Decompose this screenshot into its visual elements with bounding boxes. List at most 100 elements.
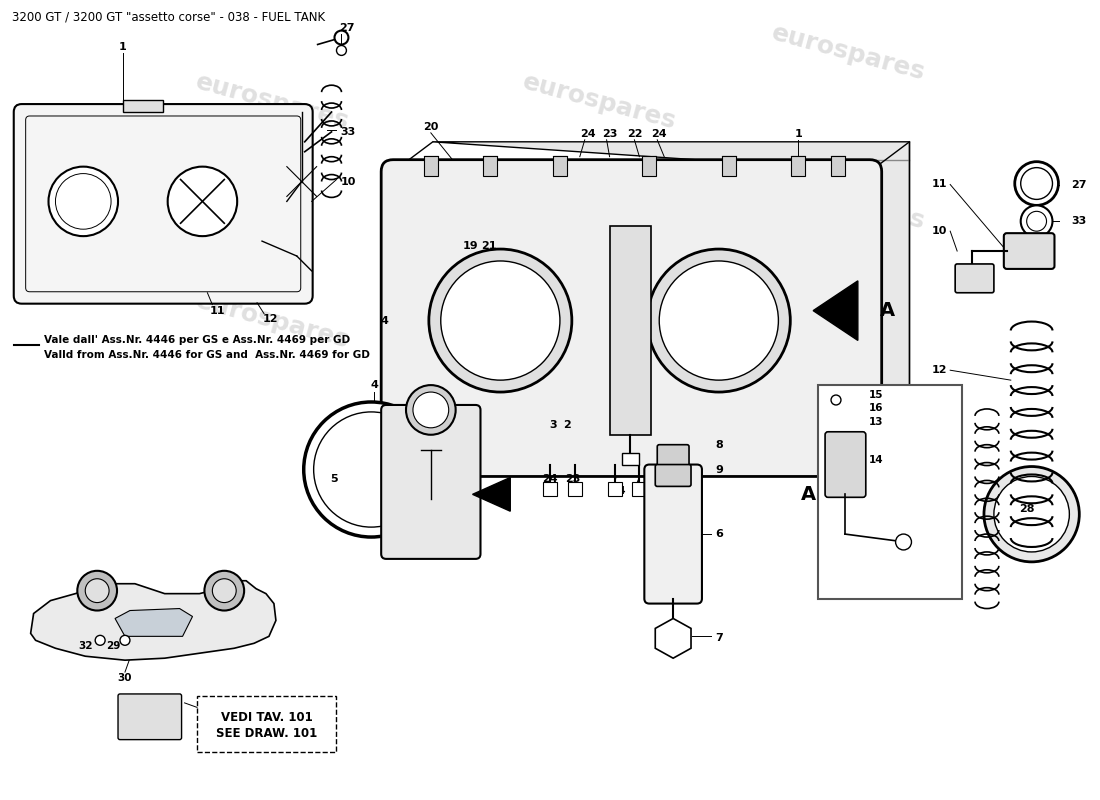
Text: 11: 11 xyxy=(932,178,947,189)
FancyBboxPatch shape xyxy=(658,445,689,466)
Text: eurospares: eurospares xyxy=(520,70,679,134)
Text: 1: 1 xyxy=(119,42,126,53)
Bar xyxy=(682,482,696,496)
Text: A: A xyxy=(880,301,895,320)
Text: 2: 2 xyxy=(563,420,571,430)
FancyBboxPatch shape xyxy=(645,465,702,603)
Text: 10: 10 xyxy=(341,177,356,186)
Text: 18: 18 xyxy=(663,271,679,281)
FancyBboxPatch shape xyxy=(118,694,182,740)
FancyBboxPatch shape xyxy=(1004,233,1055,269)
Circle shape xyxy=(120,635,130,646)
Circle shape xyxy=(86,578,109,602)
Circle shape xyxy=(659,261,779,380)
FancyBboxPatch shape xyxy=(825,432,866,498)
Text: SEE DRAW. 101: SEE DRAW. 101 xyxy=(217,727,318,740)
Circle shape xyxy=(984,466,1079,562)
FancyBboxPatch shape xyxy=(198,696,336,751)
Text: 17: 17 xyxy=(663,355,679,366)
Bar xyxy=(568,482,582,496)
Bar xyxy=(621,453,639,465)
Text: 32: 32 xyxy=(78,642,92,651)
Text: 24: 24 xyxy=(542,474,558,485)
Text: 12: 12 xyxy=(932,366,947,375)
Text: 24: 24 xyxy=(609,486,625,496)
Text: 13: 13 xyxy=(869,417,883,427)
Text: eurospares: eurospares xyxy=(192,70,352,134)
Polygon shape xyxy=(432,142,910,465)
Circle shape xyxy=(205,571,244,610)
Bar xyxy=(607,482,621,496)
Bar xyxy=(722,156,736,175)
Text: 10: 10 xyxy=(932,226,947,236)
Circle shape xyxy=(994,477,1069,552)
Bar xyxy=(818,385,962,598)
Polygon shape xyxy=(656,618,691,658)
Circle shape xyxy=(647,249,790,392)
Text: 27: 27 xyxy=(339,22,354,33)
Text: eurospares: eurospares xyxy=(192,289,352,353)
Text: 8: 8 xyxy=(715,440,723,450)
Text: 33: 33 xyxy=(1071,216,1087,226)
Circle shape xyxy=(55,174,111,229)
Bar xyxy=(484,156,497,175)
Bar xyxy=(123,100,163,112)
Circle shape xyxy=(1014,162,1058,206)
Text: 21: 21 xyxy=(481,241,496,251)
Circle shape xyxy=(429,249,572,392)
Text: 25: 25 xyxy=(631,486,647,496)
Bar xyxy=(791,156,805,175)
Text: 24: 24 xyxy=(580,129,595,139)
Bar xyxy=(553,156,566,175)
Circle shape xyxy=(304,402,439,537)
Polygon shape xyxy=(31,581,276,660)
FancyBboxPatch shape xyxy=(382,160,882,477)
Bar xyxy=(609,226,651,434)
Text: 9: 9 xyxy=(715,465,723,474)
Polygon shape xyxy=(473,478,510,511)
Polygon shape xyxy=(116,609,192,636)
Text: VEDI TAV. 101: VEDI TAV. 101 xyxy=(221,711,312,724)
Bar xyxy=(632,482,647,496)
Bar xyxy=(642,156,657,175)
Text: 3: 3 xyxy=(549,420,557,430)
Circle shape xyxy=(1026,211,1046,231)
Text: 3200 GT / 3200 GT "assetto corse" - 038 - FUEL TANK: 3200 GT / 3200 GT "assetto corse" - 038 … xyxy=(12,10,324,24)
Text: 11: 11 xyxy=(210,306,225,316)
Text: 14: 14 xyxy=(868,454,883,465)
Text: eurospares: eurospares xyxy=(520,289,679,353)
Text: 1: 1 xyxy=(794,129,802,139)
Text: 4: 4 xyxy=(381,315,388,326)
FancyBboxPatch shape xyxy=(955,264,994,293)
Text: 23: 23 xyxy=(602,129,617,139)
Circle shape xyxy=(314,412,429,527)
Text: 20: 20 xyxy=(424,122,439,132)
Text: eurospares: eurospares xyxy=(769,20,927,85)
Circle shape xyxy=(412,392,449,428)
Text: 28: 28 xyxy=(1019,504,1034,514)
Text: 6: 6 xyxy=(715,529,723,539)
Bar xyxy=(830,156,845,175)
Text: 29: 29 xyxy=(106,642,120,651)
Text: Vale dall' Ass.Nr. 4446 per GS e Ass.Nr. 4469 per GD: Vale dall' Ass.Nr. 4446 per GS e Ass.Nr.… xyxy=(44,335,350,346)
FancyBboxPatch shape xyxy=(656,465,691,486)
Text: 24: 24 xyxy=(651,129,667,139)
Circle shape xyxy=(895,534,912,550)
Circle shape xyxy=(830,395,842,405)
Circle shape xyxy=(77,571,117,610)
Polygon shape xyxy=(813,281,858,341)
Circle shape xyxy=(48,166,118,236)
Circle shape xyxy=(212,578,236,602)
Text: A: A xyxy=(801,485,816,504)
Bar xyxy=(658,482,671,496)
Text: 12: 12 xyxy=(262,314,277,323)
Circle shape xyxy=(337,46,346,55)
Text: 31: 31 xyxy=(207,713,222,722)
Text: 4: 4 xyxy=(371,380,378,390)
Text: 27: 27 xyxy=(1071,179,1087,190)
Circle shape xyxy=(1021,206,1053,237)
Circle shape xyxy=(96,635,106,646)
Circle shape xyxy=(406,385,455,434)
Text: 30: 30 xyxy=(118,673,132,683)
Text: Valld from Ass.Nr. 4446 for GS and  Ass.Nr. 4469 for GD: Valld from Ass.Nr. 4446 for GS and Ass.N… xyxy=(44,350,370,360)
